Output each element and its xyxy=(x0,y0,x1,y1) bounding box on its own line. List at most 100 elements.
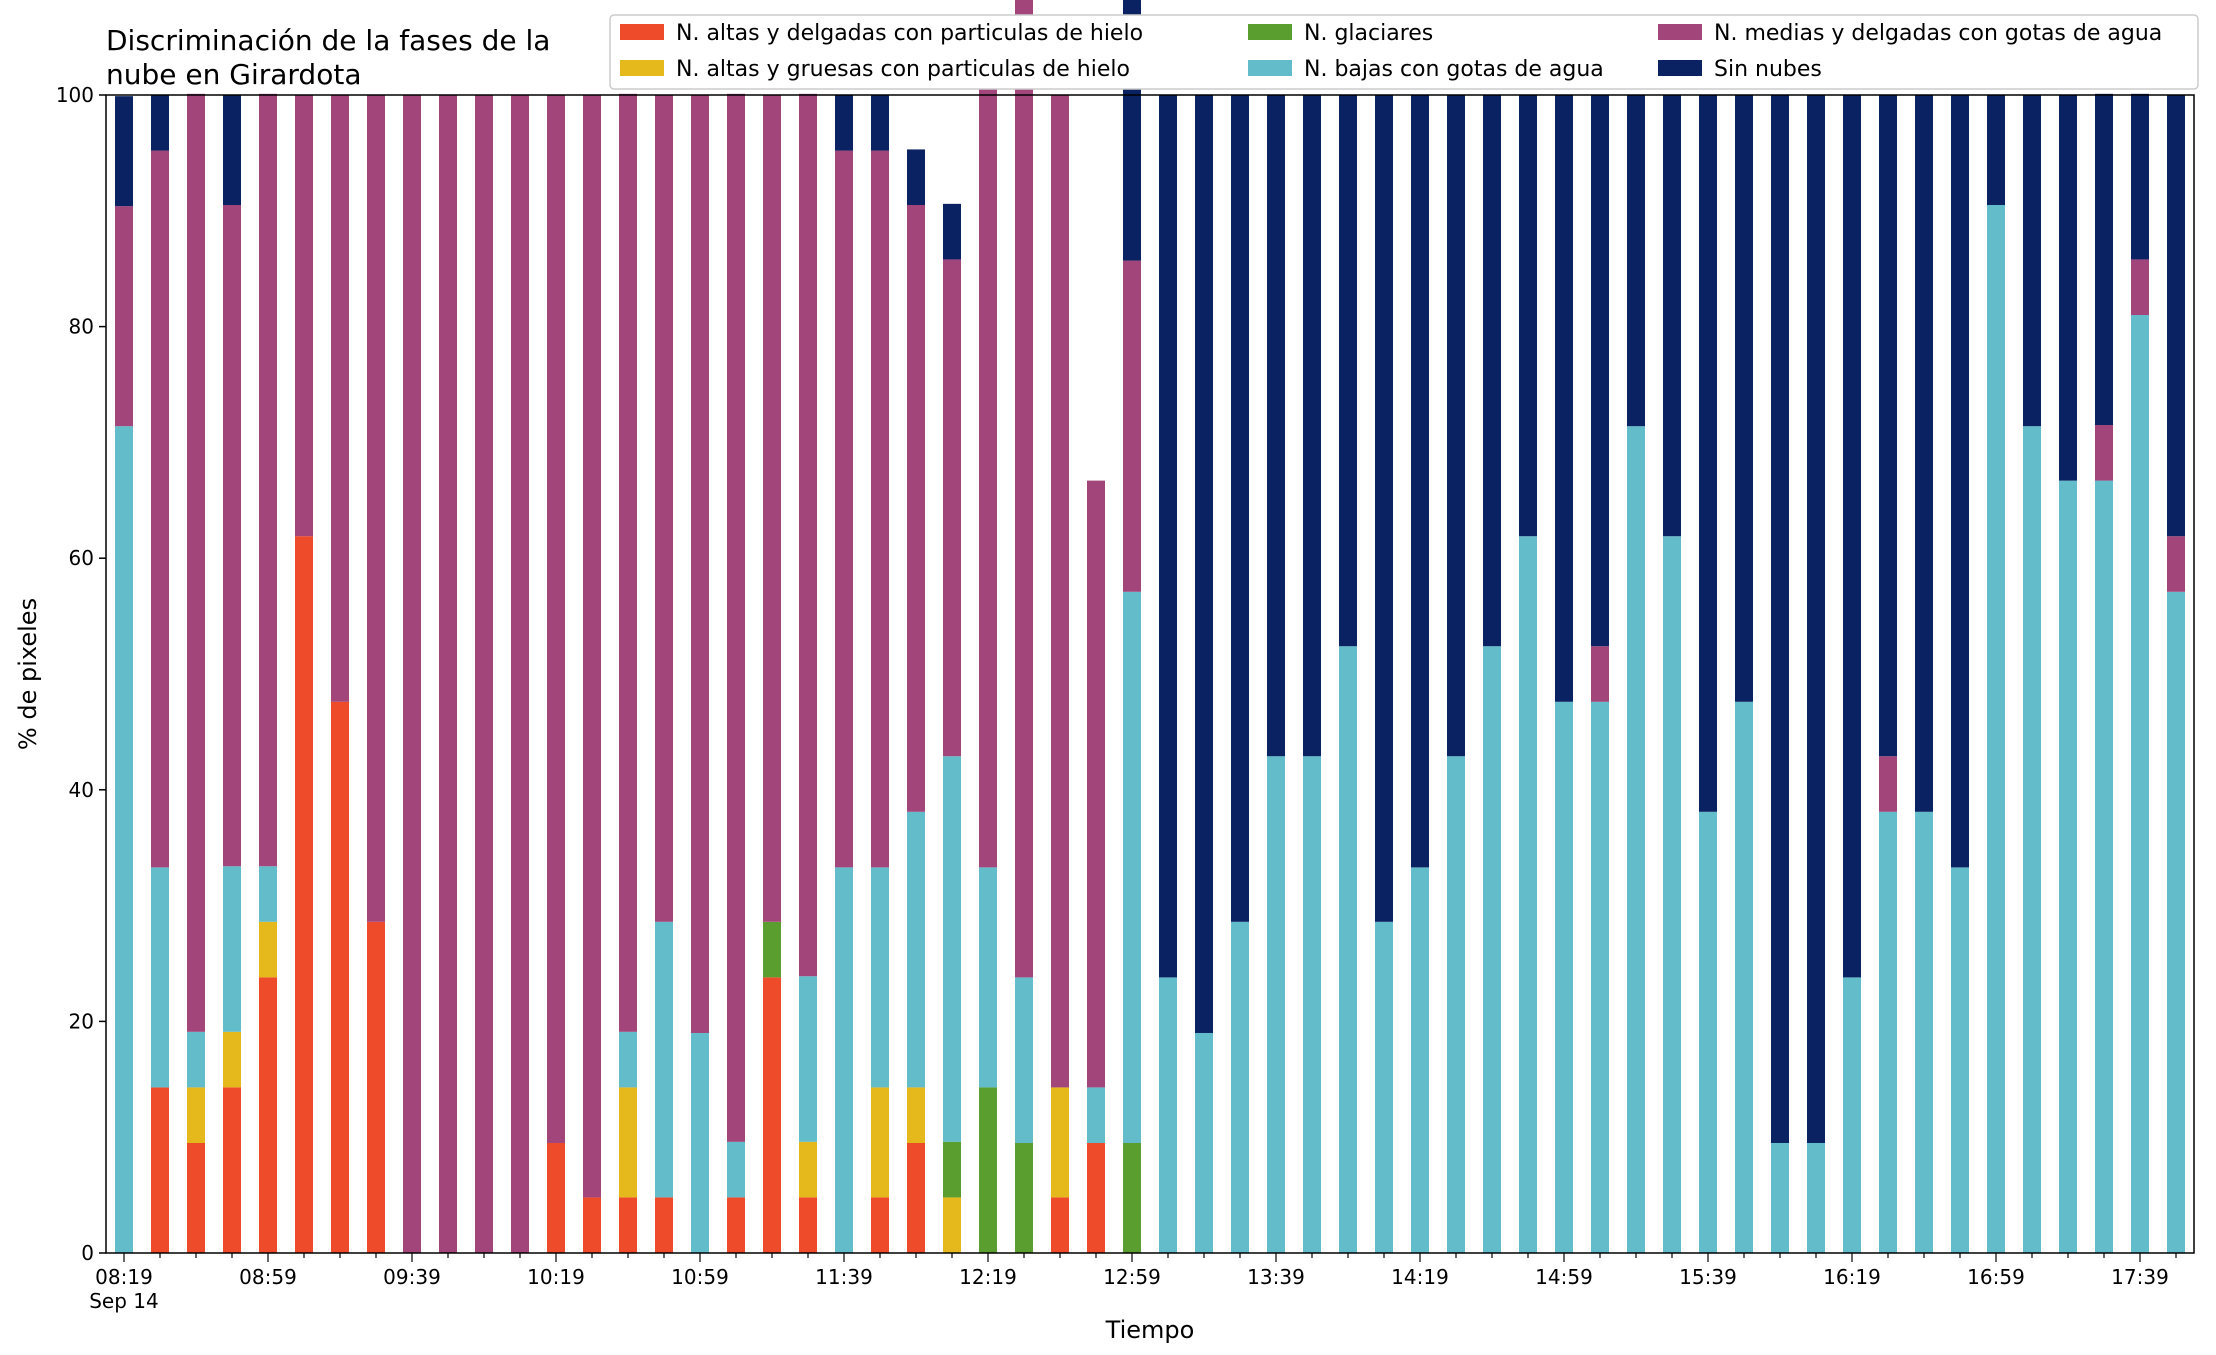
bar-segment xyxy=(1771,95,1789,1143)
bar-segment xyxy=(2023,426,2041,1253)
bar-segment xyxy=(871,1087,889,1198)
bar-segment xyxy=(1375,95,1393,922)
bar-segment xyxy=(2131,259,2149,316)
bar-segment xyxy=(2131,315,2149,1253)
bar-segment xyxy=(1987,205,2005,1253)
bar-segment xyxy=(331,701,349,1253)
bar-segment xyxy=(835,867,853,1253)
bar-segment xyxy=(259,921,277,978)
bar-segment xyxy=(2023,95,2041,427)
bar-segment xyxy=(187,1142,205,1253)
y-tick-label: 20 xyxy=(69,1009,94,1033)
bar-segment xyxy=(763,95,781,922)
bar-segment xyxy=(691,95,709,1033)
bar-segment xyxy=(1519,536,1537,1253)
bar-segment xyxy=(1735,95,1753,702)
x-tick-label: 14:59 xyxy=(1535,1265,1593,1289)
bar-segment xyxy=(799,976,817,1142)
bar-segment xyxy=(871,150,889,868)
bar-segment xyxy=(2167,95,2185,537)
bar-segment xyxy=(187,1087,205,1143)
x-tick-label: 16:59 xyxy=(1967,1265,2025,1289)
bar-segment xyxy=(1483,646,1501,1253)
bar-segment xyxy=(1195,95,1213,1033)
bar-segment xyxy=(1123,260,1141,592)
bar-segment xyxy=(2167,536,2185,592)
bar-segment xyxy=(295,536,313,1253)
bar-segment xyxy=(2059,95,2077,481)
x-tick-label: 17:39 xyxy=(2111,1265,2169,1289)
bar-segment xyxy=(1951,867,1969,1253)
bar-segment xyxy=(259,866,277,922)
bar-segment xyxy=(1483,95,1501,647)
bar-segment xyxy=(223,1087,241,1253)
bar-segment xyxy=(2095,480,2113,1253)
x-axis: 08:19 08:59 09:39 10:19 10:59 11:39 12:19 12:59… xyxy=(89,1253,2177,1313)
bar-segment xyxy=(619,1197,637,1253)
x-tick-label: 16:19 xyxy=(1823,1265,1881,1289)
bar-segment xyxy=(115,426,133,1253)
bar-segment xyxy=(151,867,169,1088)
bar-segment xyxy=(1087,1087,1105,1143)
bar-segment xyxy=(223,866,241,1032)
bar-segment xyxy=(1303,756,1321,1253)
bar-segment xyxy=(943,1197,961,1253)
bar-segment xyxy=(1447,756,1465,1253)
x-tick-label: 13:39 xyxy=(1247,1265,1305,1289)
bar-segment xyxy=(583,1197,601,1253)
y-axis: 0 20 40 60 80 100 xyxy=(56,83,106,1265)
bar-segment xyxy=(655,95,673,922)
x-tick-label: 10:59 xyxy=(671,1265,729,1289)
y-tick-label: 40 xyxy=(69,778,94,802)
legend-label: N. glaciares xyxy=(1304,21,1433,46)
bar-segment xyxy=(727,1141,745,1198)
bar-segment xyxy=(2059,480,2077,1253)
y-tick-label: 100 xyxy=(56,83,94,107)
bar-segment xyxy=(1267,756,1285,1253)
bar-segment xyxy=(1195,1032,1213,1253)
y-tick-label: 0 xyxy=(81,1241,94,1265)
bar-segment xyxy=(1591,95,1609,647)
bar-segment xyxy=(1231,95,1249,922)
bar-segment xyxy=(1591,646,1609,702)
bar-segment xyxy=(799,1141,817,1198)
bar-segment xyxy=(1411,867,1429,1253)
x-tick-label: 09:39 xyxy=(383,1265,441,1289)
bar-segment xyxy=(1015,0,1033,978)
bar-segment xyxy=(871,95,889,151)
bar-segment xyxy=(1267,95,1285,757)
bar-segment xyxy=(259,93,277,867)
bar-segment xyxy=(1339,646,1357,1253)
bar-segment xyxy=(655,921,673,1198)
bar-segment xyxy=(1879,756,1897,812)
legend-swatch xyxy=(1658,60,1702,76)
bar-segment xyxy=(727,1197,745,1253)
bar-segment xyxy=(1051,95,1069,1088)
bar-segment xyxy=(1771,1142,1789,1253)
bar-segment xyxy=(1051,1197,1069,1253)
bar-segment xyxy=(1663,536,1681,1253)
bar-segment xyxy=(619,1031,637,1088)
bar-segment xyxy=(835,150,853,868)
bar-segment xyxy=(907,149,925,206)
bar-segment xyxy=(115,96,133,207)
bar-segment xyxy=(187,93,205,1032)
bar-segment xyxy=(1303,95,1321,757)
bar-segment xyxy=(907,1087,925,1143)
bar-segment xyxy=(1951,95,1969,868)
bar-segment xyxy=(1843,95,1861,978)
bar-segment xyxy=(1015,977,1033,1143)
legend: N. altas y delgadas con particulas de hi… xyxy=(609,14,2199,90)
bar-segment xyxy=(295,95,313,537)
bar-segment xyxy=(151,150,169,868)
legend-swatch xyxy=(1248,60,1292,76)
bar-segment xyxy=(1663,95,1681,537)
legend-label: N. bajas con gotas de agua xyxy=(1304,57,1604,82)
bar-segment xyxy=(691,1032,709,1253)
bar-segment xyxy=(907,811,925,1088)
chart-title-line-1: Discriminación de la fases de la xyxy=(106,24,550,57)
legend-swatch xyxy=(1248,24,1292,40)
bar-segment xyxy=(871,867,889,1088)
bar-segment xyxy=(763,977,781,1253)
bar-segment xyxy=(1987,95,2005,206)
